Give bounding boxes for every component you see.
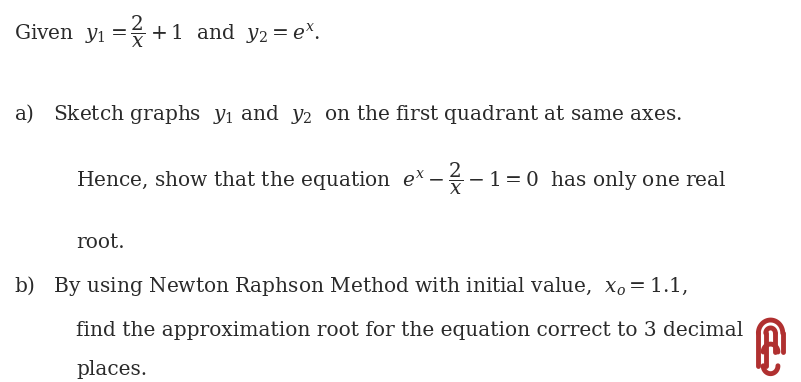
Text: Hence, show that the equation  $e^x - \dfrac{2}{x} -1= 0$  has only one real: Hence, show that the equation $e^x - \df… <box>76 161 727 197</box>
Text: b)   By using Newton Raphson Method with initial value,  $x_o =1.1$,: b) By using Newton Raphson Method with i… <box>14 274 688 298</box>
Text: places.: places. <box>76 360 147 379</box>
Text: root.: root. <box>76 233 125 252</box>
Text: find the approximation root for the equation correct to 3 decimal: find the approximation root for the equa… <box>76 321 743 340</box>
Text: Given  $y_1 = \dfrac{2}{x}+1$  and  $y_2 = e^x$.: Given $y_1 = \dfrac{2}{x}+1$ and $y_2 = … <box>14 14 320 50</box>
Text: a)   Sketch graphs  $y_1$ and  $y_2$  on the first quadrant at same axes.: a) Sketch graphs $y_1$ and $y_2$ on the … <box>14 102 682 126</box>
